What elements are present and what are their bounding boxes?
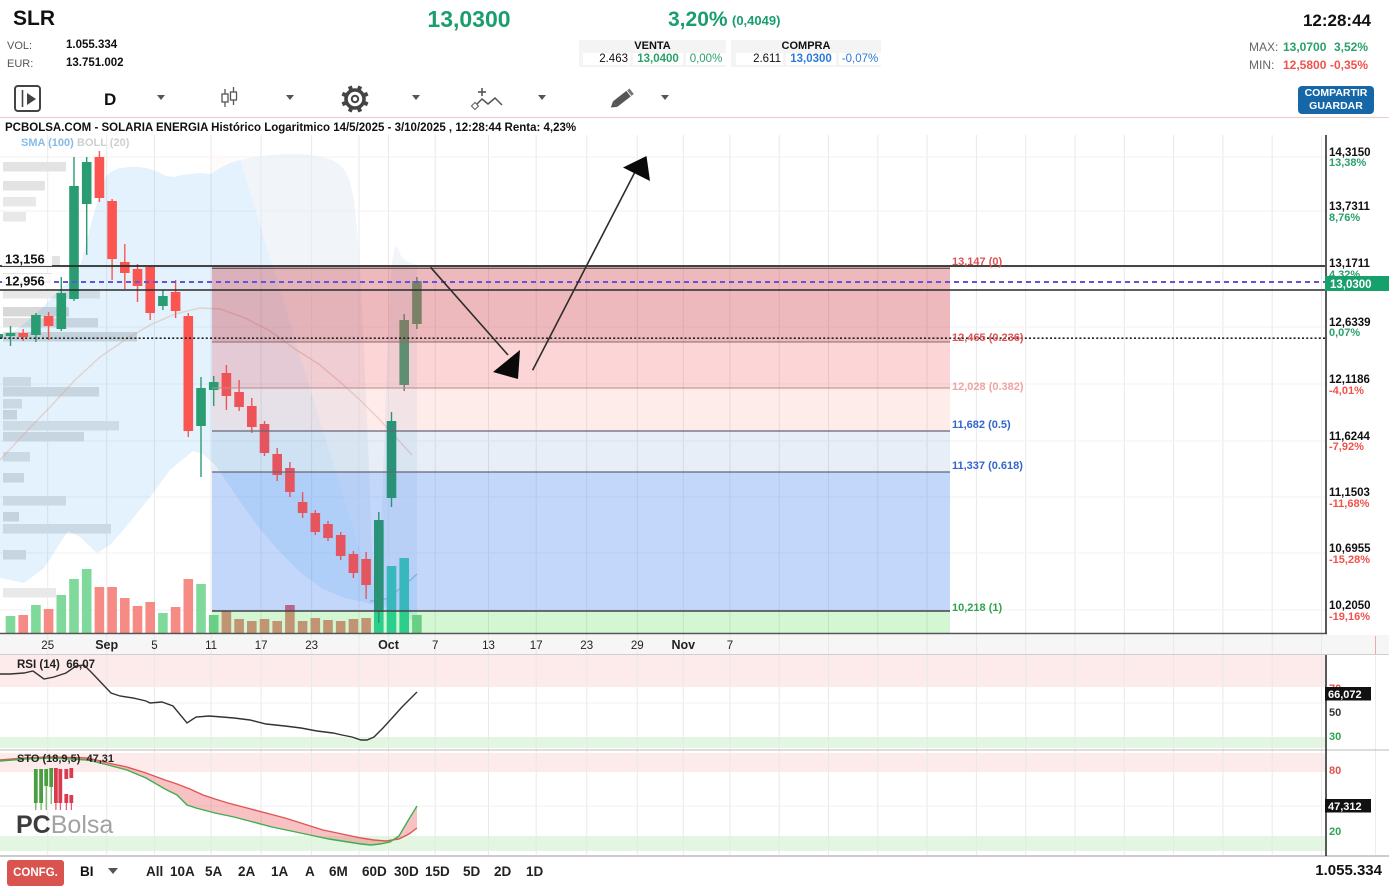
svg-text:D: D <box>104 90 116 109</box>
svg-text:PCBOLSA.COM - SOLARIA ENERGIA: PCBOLSA.COM - SOLARIA ENERGIA Histórico … <box>5 122 576 134</box>
svg-text:10,218 (1): 10,218 (1) <box>952 602 1002 614</box>
svg-text:10,2050: 10,2050 <box>1329 600 1371 612</box>
svg-text:25: 25 <box>41 640 54 652</box>
svg-text:17: 17 <box>255 640 268 652</box>
svg-text:BOLL (20): BOLL (20) <box>77 137 130 149</box>
svg-text:13,7311: 13,7311 <box>1329 201 1371 213</box>
svg-text:29: 29 <box>631 640 644 652</box>
svg-text:STO (18,9,5) 47,31: STO (18,9,5) 47,31 <box>17 753 114 765</box>
svg-text:-7,92%: -7,92% <box>1329 441 1364 453</box>
svg-text:80: 80 <box>1329 765 1341 777</box>
svg-text:11,682 (0.5): 11,682 (0.5) <box>952 419 1011 431</box>
svg-text:23: 23 <box>305 640 318 652</box>
svg-text:47,312: 47,312 <box>1328 801 1362 813</box>
svg-text:-11,68%: -11,68% <box>1329 498 1370 510</box>
svg-text:10,6955: 10,6955 <box>1329 543 1371 555</box>
svg-text:13,38%: 13,38% <box>1329 157 1367 169</box>
svg-text:12,1186: 12,1186 <box>1329 374 1370 386</box>
svg-text:11: 11 <box>205 640 217 652</box>
svg-text:13,0300: 13,0300 <box>1330 279 1372 291</box>
svg-text:12,028 (0.382): 12,028 (0.382) <box>952 381 1024 393</box>
svg-text:13,147 (0): 13,147 (0) <box>952 256 1002 268</box>
svg-text:-15,28%: -15,28% <box>1329 554 1370 566</box>
svg-text:Oct: Oct <box>378 638 400 652</box>
svg-text:Sep: Sep <box>95 638 118 652</box>
svg-text:11,6244: 11,6244 <box>1329 431 1371 443</box>
svg-text:0,07%: 0,07% <box>1329 327 1360 339</box>
svg-text:8,76%: 8,76% <box>1329 212 1360 224</box>
svg-text:50: 50 <box>1329 707 1341 719</box>
svg-text:17: 17 <box>530 640 543 652</box>
svg-text:7: 7 <box>727 640 733 652</box>
svg-text:PCBolsa: PCBolsa <box>16 811 113 839</box>
svg-text:-4,01%: -4,01% <box>1329 385 1364 397</box>
svg-text:12,465 (0.236): 12,465 (0.236) <box>952 332 1024 344</box>
svg-text:-19,16%: -19,16% <box>1329 611 1370 623</box>
svg-text:23: 23 <box>580 640 593 652</box>
svg-text:5: 5 <box>151 640 157 652</box>
svg-text:11,1503: 11,1503 <box>1329 487 1370 499</box>
svg-text:14,3150: 14,3150 <box>1329 147 1371 159</box>
svg-text:13,156: 13,156 <box>5 252 45 267</box>
svg-text:13: 13 <box>482 640 495 652</box>
svg-text:30: 30 <box>1329 731 1341 743</box>
svg-text:RSI (14) 66,07: RSI (14) 66,07 <box>17 659 95 671</box>
svg-text:SMA (100): SMA (100) <box>21 137 74 149</box>
svg-text:12,6339: 12,6339 <box>1329 317 1371 329</box>
svg-text:11,337 (0.618): 11,337 (0.618) <box>952 460 1023 472</box>
svg-text:Nov: Nov <box>671 638 695 652</box>
svg-text:7: 7 <box>432 640 438 652</box>
svg-text:12,956: 12,956 <box>5 274 45 289</box>
svg-text:66,072: 66,072 <box>1328 689 1362 701</box>
svg-text:13,1711: 13,1711 <box>1329 258 1371 270</box>
svg-text:20: 20 <box>1329 826 1341 838</box>
